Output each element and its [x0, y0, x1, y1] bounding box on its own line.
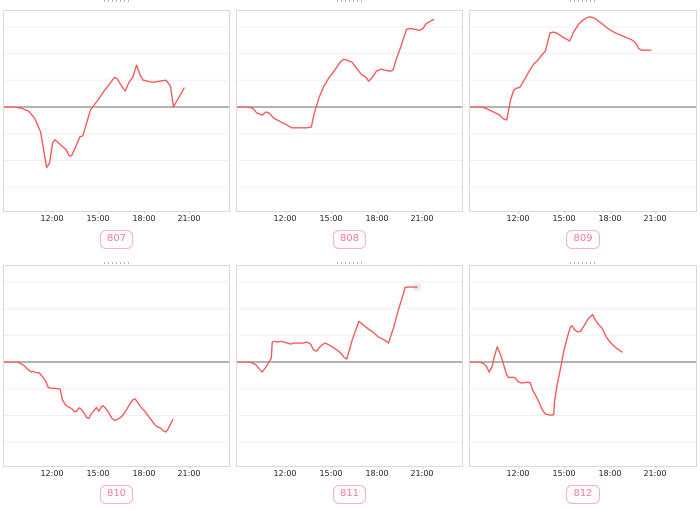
chart-badge[interactable]: 812 — [566, 485, 600, 504]
clipped-chart-title — [236, 0, 463, 10]
clipped-chart-title — [3, 0, 230, 10]
chart-badge[interactable]: 807 — [99, 230, 134, 249]
x-tick-label: 21:00 — [410, 211, 434, 223]
x-tick-label: 12:00 — [506, 211, 530, 223]
x-axis: 12:00 15:00 18:00 21:00 — [3, 466, 230, 480]
clipped-title-fragment — [103, 0, 130, 2]
x-tick-label: 18:00 — [132, 466, 156, 478]
clipped-chart-title — [469, 254, 697, 265]
x-axis: 12:00 15:00 18:00 21:00 — [3, 211, 230, 225]
clipped-title-fragment — [570, 262, 596, 264]
clipped-chart-title — [469, 0, 697, 10]
x-tick-label: 15:00 — [319, 466, 343, 478]
x-tick-label: 18:00 — [598, 211, 622, 223]
badge-row: 811 — [236, 480, 463, 509]
x-tick-label: 12:00 — [506, 466, 530, 478]
x-tick-label: 18:00 — [365, 211, 389, 223]
x-tick-label: 15:00 — [86, 211, 110, 223]
clipped-chart-title — [236, 254, 463, 265]
x-tick-label: 18:00 — [132, 211, 156, 223]
line-chart[interactable] — [237, 11, 462, 211]
x-tick-label: 15:00 — [319, 211, 343, 223]
clipped-title-fragment — [336, 0, 363, 2]
badge-row: 807 — [3, 225, 230, 254]
x-axis: 12:00 15:00 18:00 21:00 — [469, 211, 697, 225]
clipped-title-fragment — [336, 262, 363, 264]
x-tick-label: 15:00 — [86, 466, 110, 478]
x-tick-label: 12:00 — [273, 466, 297, 478]
x-axis: 12:00 15:00 18:00 21:00 — [469, 466, 697, 480]
chart-plot[interactable] — [236, 265, 463, 467]
chart-plot[interactable] — [469, 265, 697, 467]
x-tick-label: 15:00 — [552, 466, 576, 478]
chart-badge[interactable]: 810 — [99, 485, 134, 504]
line-chart[interactable] — [470, 266, 696, 466]
line-chart[interactable] — [470, 11, 696, 211]
x-tick-label: 18:00 — [598, 466, 622, 478]
chart-cell-807: 12:00 15:00 18:00 21:00 807 — [0, 0, 233, 254]
badge-row: 809 — [469, 225, 697, 254]
line-chart[interactable] — [4, 266, 229, 466]
x-tick-label: 21:00 — [643, 211, 667, 223]
x-tick-label: 12:00 — [273, 211, 297, 223]
chart-cell-809: 12:00 15:00 18:00 21:00 809 — [466, 0, 700, 254]
x-tick-label: 18:00 — [365, 466, 389, 478]
badge-row: 810 — [3, 480, 230, 509]
chart-cell-812: 12:00 15:00 18:00 21:00 812 — [466, 254, 700, 509]
x-tick-label: 12:00 — [40, 211, 64, 223]
clipped-title-fragment — [570, 0, 596, 2]
badge-row: 808 — [236, 225, 463, 254]
chart-plot[interactable] — [469, 10, 697, 212]
x-tick-label: 21:00 — [177, 211, 201, 223]
x-tick-label: 12:00 — [40, 466, 64, 478]
chart-cell-810: 12:00 15:00 18:00 21:00 810 — [0, 254, 233, 509]
chart-cell-811: 12:00 15:00 18:00 21:00 811 — [233, 254, 466, 509]
chart-plot[interactable] — [236, 10, 463, 212]
chart-plot[interactable] — [3, 10, 230, 212]
badge-row: 812 — [469, 480, 697, 509]
x-tick-label: 21:00 — [177, 466, 201, 478]
x-tick-label: 21:00 — [643, 466, 667, 478]
x-axis: 12:00 15:00 18:00 21:00 — [236, 466, 463, 480]
line-chart[interactable] — [237, 266, 462, 466]
clipped-chart-title — [3, 254, 230, 265]
x-tick-label: 15:00 — [552, 211, 576, 223]
x-axis: 12:00 15:00 18:00 21:00 — [236, 211, 463, 225]
line-chart[interactable] — [4, 11, 229, 211]
chart-cell-808: 12:00 15:00 18:00 21:00 808 — [233, 0, 466, 254]
chart-badge[interactable]: 808 — [332, 230, 367, 249]
chart-badge[interactable]: 809 — [566, 230, 600, 249]
clipped-title-fragment — [103, 262, 130, 264]
chart-badge[interactable]: 811 — [332, 485, 367, 504]
chart-plot[interactable] — [3, 265, 230, 467]
x-tick-label: 21:00 — [410, 466, 434, 478]
